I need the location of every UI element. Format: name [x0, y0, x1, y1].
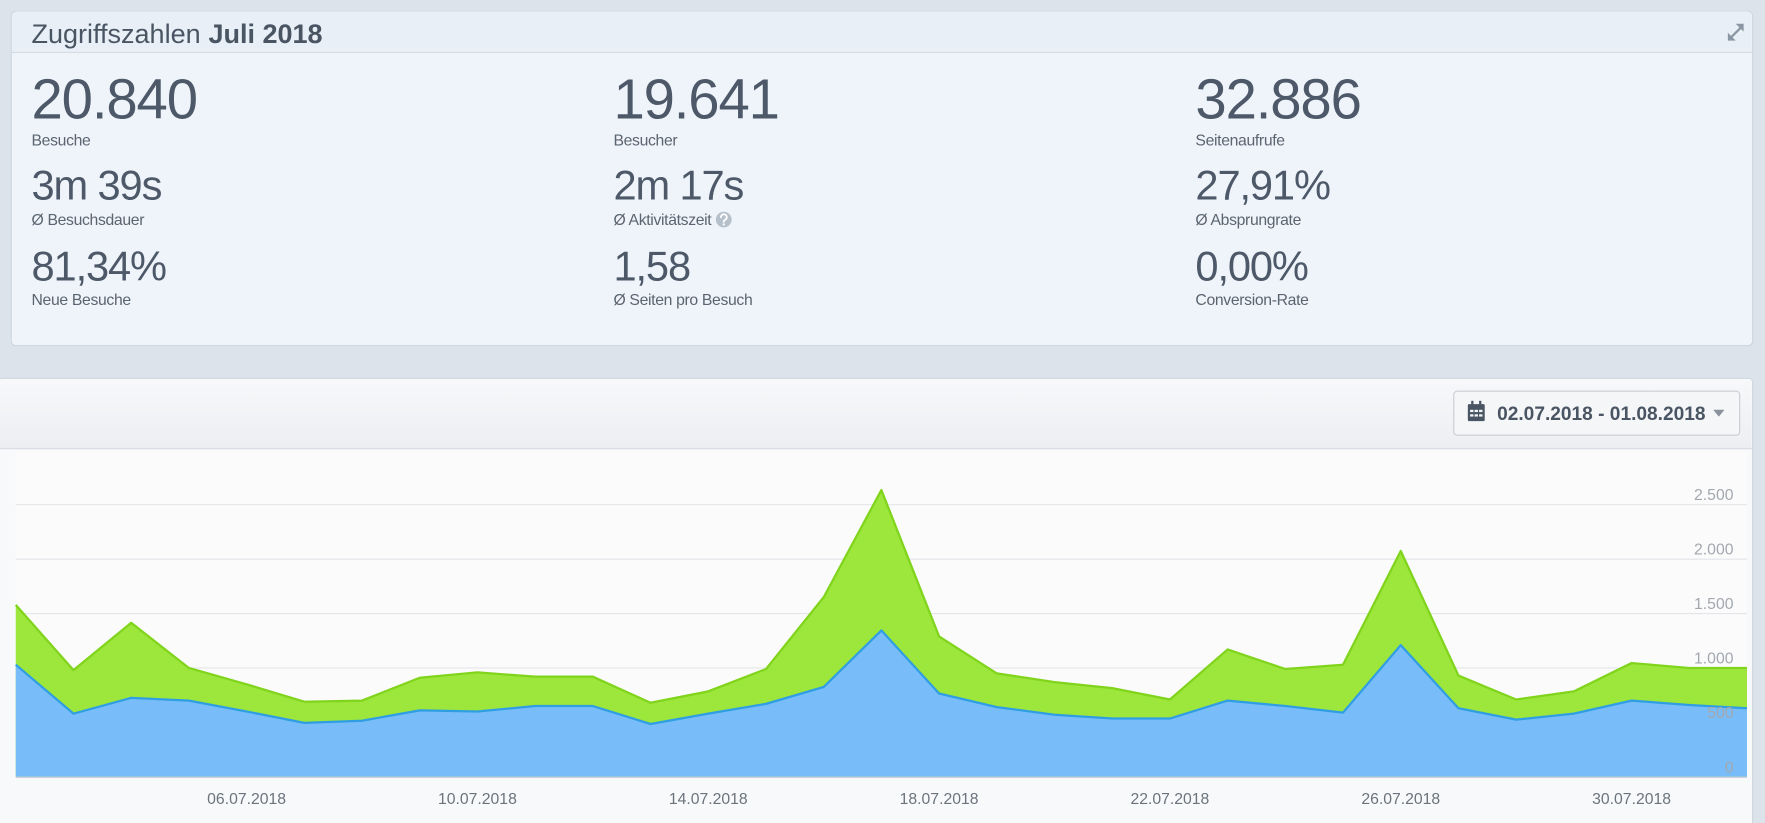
- stat-label: Ø Besuchsdauer: [32, 212, 145, 229]
- stat-label: Besucher: [613, 132, 677, 149]
- stats-grid: 20.840 Besuche 19.641 Besucher 32.886 Seitena…: [32, 67, 1362, 309]
- stat-value: 32.886: [1195, 67, 1360, 130]
- dropdown-caret: [1713, 409, 1725, 417]
- x-tick-label: 22.07.2018: [1130, 791, 1209, 808]
- stat-label: Ø Aktivitätszeit: [613, 212, 712, 229]
- area-fill: [15, 630, 1747, 777]
- y-tick-label: 1.000: [1694, 650, 1734, 667]
- title-bold: Juli 2018: [208, 19, 322, 49]
- stat-value: 0,00%: [1195, 242, 1308, 289]
- expand-icon[interactable]: [1727, 23, 1744, 41]
- button-frame[interactable]: [1453, 390, 1741, 436]
- date-range-text[interactable]: 02.07.2018 - 01.08.2018: [1497, 404, 1706, 425]
- y-tick-label: 1.500: [1694, 596, 1734, 613]
- x-tick-label: 10.07.2018: [438, 791, 517, 808]
- help-circle: [715, 211, 732, 228]
- chart: 0 500 1.000 1.500 2.000 2.500 06.07.2018 10.07.…: [14, 487, 1748, 808]
- x-tick-label: 30.07.2018: [1592, 791, 1671, 808]
- x-tick-label: 14.07.2018: [669, 791, 748, 808]
- x-tick-label: 06.07.2018: [207, 791, 286, 808]
- stats-panel: [10, 10, 1754, 347]
- x-tick-label: 18.07.2018: [900, 791, 979, 808]
- calendar-icon: [1467, 400, 1485, 422]
- y-tick-label: 2.500: [1694, 487, 1734, 504]
- stat-label: Besuche: [32, 132, 92, 149]
- x-tick-label: 26.07.2018: [1361, 791, 1440, 808]
- help-dot: [722, 223, 725, 226]
- help-glyph: [720, 213, 728, 223]
- stat-value: 1,58: [613, 242, 690, 289]
- area-line: [15, 629, 1748, 726]
- stat-label: Conversion-Rate: [1195, 292, 1309, 309]
- stat-value: 3m 39s: [32, 161, 162, 208]
- stat-value: 81,34%: [32, 242, 167, 289]
- stat-label: Ø Seiten pro Besuch: [613, 292, 752, 309]
- y-tick-label: 0: [1725, 759, 1734, 776]
- stat-value: 19.641: [613, 67, 778, 130]
- area-line: [14, 488, 1747, 704]
- stat-label: Seitenaufrufe: [1195, 132, 1285, 149]
- y-tick-label: 2.000: [1694, 542, 1734, 559]
- stats-panel-header: [12, 11, 1752, 52]
- stat-value: 2m 17s: [613, 161, 743, 208]
- panel-title: Zugriffszahlen Juli 2018: [32, 19, 323, 49]
- help-icon[interactable]: [715, 211, 732, 228]
- stat-value: 27,91%: [1195, 161, 1330, 208]
- date-range-button[interactable]: 02.07.2018 - 01.08.2018: [1453, 390, 1741, 436]
- stat-label: Ø Absprungrate: [1195, 212, 1301, 229]
- title-text: Zugriffszahlen: [32, 19, 201, 49]
- stat-value: 20.840: [32, 67, 197, 130]
- stat-label: Neue Besuche: [32, 292, 132, 309]
- y-tick-label: 500: [1707, 705, 1734, 722]
